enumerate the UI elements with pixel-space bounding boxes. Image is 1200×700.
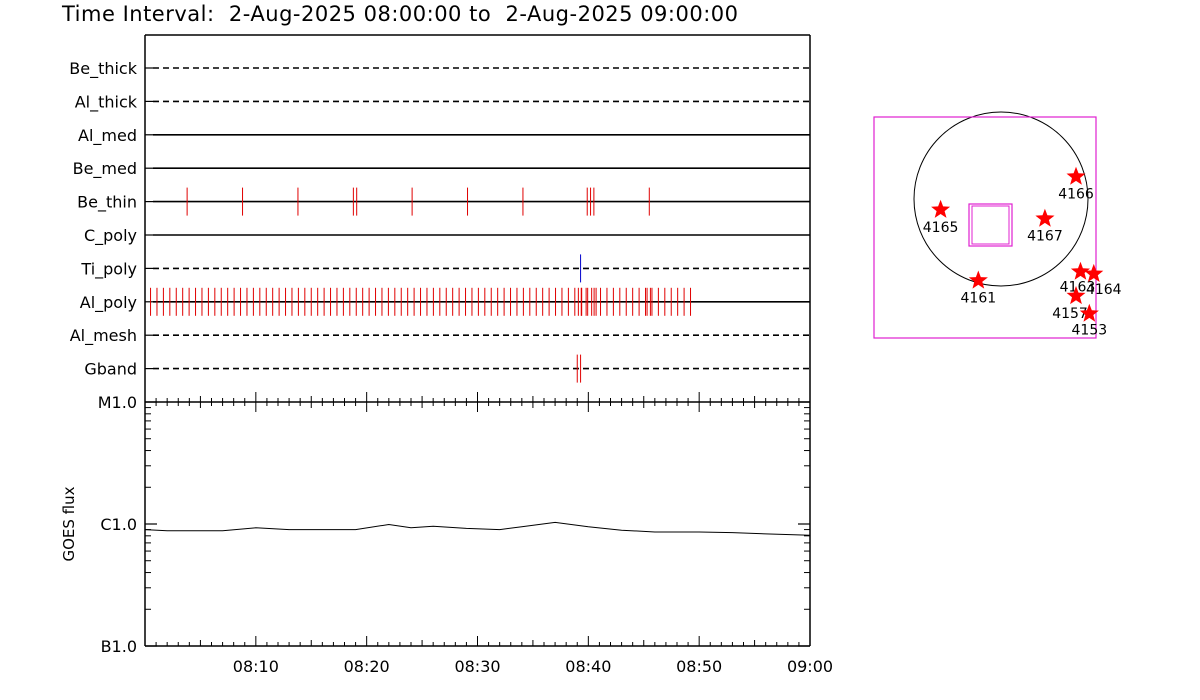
goes-xtick-label: 08:10 <box>233 657 279 676</box>
active-region-label: 4153 <box>1072 323 1108 339</box>
active-region-star <box>968 270 988 289</box>
active-region-label: 4166 <box>1058 187 1094 203</box>
goes-ytick-label: B1.0 <box>101 637 137 656</box>
row-label-al_mesh: Al_mesh <box>70 326 137 346</box>
active-region-star <box>1084 263 1104 282</box>
active-region-label: 4167 <box>1027 229 1063 245</box>
active-region-label: 4161 <box>961 291 997 307</box>
goes-ytick-label: C1.0 <box>100 515 137 534</box>
row-label-be_med: Be_med <box>73 159 137 179</box>
goes-xtick-label: 08:50 <box>676 657 722 676</box>
page-title: Time Interval: 2-Aug-2025 08:00:00 to 2-… <box>62 2 739 26</box>
goes-ytick-label: M1.0 <box>98 393 137 412</box>
row-label-gband: Gband <box>84 360 137 379</box>
active-region-star <box>1079 303 1099 322</box>
row-label-be_thin: Be_thin <box>77 193 137 213</box>
active-region-label: 4163 <box>1060 280 1096 296</box>
goes-xtick-label: 08:20 <box>344 657 390 676</box>
row-label-al_med: Al_med <box>78 126 137 146</box>
fov-small-inner <box>971 205 1010 245</box>
active-region-label: 4157 <box>1052 306 1088 322</box>
timeline-rows: Be_thick Al_thick Al_med Be_med Be_thin C_pol… <box>69 59 810 383</box>
row-label-ti_poly: Ti_poly <box>80 259 137 279</box>
fov-small <box>968 203 1013 247</box>
goes-xtick-label: 09:00 <box>787 657 833 676</box>
instrument-timeline-panel: Be_thick Al_thick Al_med Be_med Be_thin C_pol… <box>69 34 811 402</box>
row-label-c_poly: C_poly <box>84 226 137 246</box>
row-label-al_thick: Al_thick <box>75 92 138 112</box>
goes-ticks: B1.0 C1.0 M1.0 08:10 08:20 08:30 08:40 08:50 09:… <box>98 392 833 676</box>
active-region-label: 4164 <box>1086 282 1122 298</box>
active-region-star <box>1035 208 1055 227</box>
active-region-star <box>1070 261 1090 280</box>
goes-xtick-label: 08:30 <box>454 657 500 676</box>
row-label-al_poly: Al_poly <box>80 293 137 313</box>
row-label-be_thick: Be_thick <box>69 59 137 79</box>
active-region-label: 4165 <box>923 220 959 236</box>
fov-large <box>873 116 1097 339</box>
active-region-star <box>1066 286 1086 305</box>
active-region-star <box>931 199 951 218</box>
active-region-star <box>1066 166 1086 185</box>
goes-ylabel: GOES flux <box>60 486 78 561</box>
goes-flux-panel: B1.0 C1.0 M1.0 08:10 08:20 08:30 08:40 08:50 09:… <box>60 392 833 676</box>
goes-xtick-label: 08:40 <box>565 657 611 676</box>
goes-flux-line <box>144 521 811 536</box>
solar-disk <box>913 111 1089 287</box>
